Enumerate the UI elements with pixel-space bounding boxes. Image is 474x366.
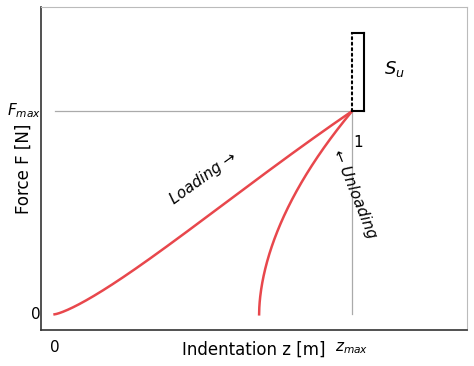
Text: $z_{max}$: $z_{max}$ [336,340,369,356]
Text: Loading →: Loading → [167,149,239,207]
Text: $S_u$: $S_u$ [384,59,405,79]
Text: ← Unloading: ← Unloading [329,147,379,241]
Text: 0: 0 [31,307,41,322]
Text: $F_{max}$: $F_{max}$ [7,102,41,120]
Y-axis label: Force F [N]: Force F [N] [15,123,33,214]
Text: 0: 0 [50,340,59,355]
Text: 1: 1 [353,135,363,150]
X-axis label: Indentation z [m]: Indentation z [m] [182,341,326,359]
